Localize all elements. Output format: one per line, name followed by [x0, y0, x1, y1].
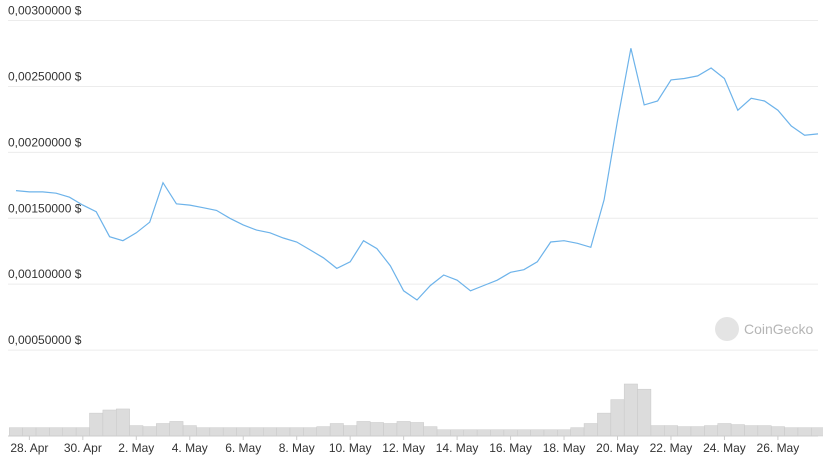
volume-bar: [289, 427, 304, 437]
volume-bar: [249, 427, 264, 437]
volume-bar: [730, 424, 745, 437]
volume-bar: [690, 426, 705, 437]
volume-bar: [369, 422, 384, 437]
volume-bar: [650, 425, 665, 437]
volume-bar: [530, 429, 545, 437]
volume-bar: [717, 423, 732, 437]
y-tick-label: 0,00050000 $: [8, 333, 82, 347]
volume-bar: [543, 429, 558, 437]
volume-bar: [583, 423, 598, 437]
volume-bar: [22, 427, 37, 437]
volume-bar: [570, 427, 585, 437]
volume-bar: [129, 425, 144, 437]
volume-bar: [209, 427, 224, 437]
volume-bar: [476, 429, 491, 437]
x-tick-label: 18. May: [543, 441, 586, 455]
volume-bar: [236, 427, 251, 437]
watermark-group: CoinGecko: [715, 317, 813, 341]
x-tick-label: 24. May: [703, 441, 746, 455]
volume-bar: [436, 429, 451, 437]
volume-bar: [329, 423, 344, 437]
volume-bar: [463, 429, 478, 437]
x-tick-label: 14. May: [436, 441, 479, 455]
volume-bar: [410, 422, 424, 437]
y-tick-label: 0,00100000 $: [8, 267, 82, 281]
volume-bar: [503, 429, 518, 437]
y-tick-label: 0,00200000 $: [8, 135, 82, 149]
x-tick-label: 28. Apr: [10, 441, 48, 455]
volume-bar: [517, 429, 531, 437]
y-tick-label: 0,00250000 $: [8, 69, 82, 83]
x-tick-label: 22. May: [650, 441, 693, 455]
volume-bar: [75, 427, 90, 437]
volume-bar: [396, 421, 411, 437]
volume-bar: [797, 427, 812, 437]
volume-bar: [811, 427, 823, 437]
volume-bar: [89, 412, 104, 437]
volume-bar: [142, 426, 157, 437]
volume-bar: [196, 427, 211, 437]
volume-bar: [450, 429, 465, 437]
volume-bar: [637, 388, 652, 437]
volume-bar: [263, 427, 277, 437]
volume-bar: [343, 425, 358, 437]
volume-bar: [356, 421, 371, 437]
x-tick-label: 6. May: [225, 441, 261, 455]
volume-bar: [156, 423, 170, 437]
x-tick-label: 26. May: [757, 441, 800, 455]
volume-bar: [182, 425, 197, 437]
y-tick-label: 0,00150000 $: [8, 201, 82, 215]
volume-bar: [303, 427, 317, 437]
volume-bar: [62, 427, 77, 437]
volume-bar: [35, 427, 50, 437]
volume-bar: [383, 423, 398, 437]
volume-bar: [169, 421, 184, 437]
x-tick-label: 10. May: [329, 441, 372, 455]
volume-bar: [744, 425, 759, 437]
volume-bar: [784, 427, 799, 437]
volume-bar: [677, 426, 692, 437]
volume-bar: [597, 412, 612, 437]
volume-bar: [276, 427, 291, 437]
volume-bar: [423, 426, 438, 437]
x-tick-label: 20. May: [596, 441, 639, 455]
price-line: [15, 48, 819, 301]
volume-bar: [704, 425, 719, 437]
x-tick-label: 12. May: [382, 441, 425, 455]
watermark: CoinGecko: [744, 321, 813, 337]
volume-bar: [49, 427, 64, 437]
y-tick-label: 0,00300000 $: [8, 4, 82, 18]
volume-bar: [757, 425, 772, 437]
x-tick-label: 30. Apr: [64, 441, 102, 455]
volume-bar: [102, 409, 117, 437]
volume-bar: [222, 427, 237, 437]
volume-bar: [490, 429, 505, 437]
watermark-logo: [715, 317, 739, 341]
x-tick-label: 16. May: [489, 441, 532, 455]
volume-bar: [610, 399, 625, 437]
volume-bar: [623, 383, 638, 437]
volume-bar: [316, 426, 331, 437]
x-tick-label: 2. May: [118, 441, 154, 455]
volume-bar: [9, 427, 23, 437]
x-tick-label: 4. May: [172, 441, 208, 455]
volume-bar: [116, 408, 130, 437]
volume-bar: [557, 429, 571, 437]
volume-bar: [770, 426, 785, 437]
x-tick-label: 8. May: [279, 441, 315, 455]
volume-bar: [664, 425, 678, 437]
